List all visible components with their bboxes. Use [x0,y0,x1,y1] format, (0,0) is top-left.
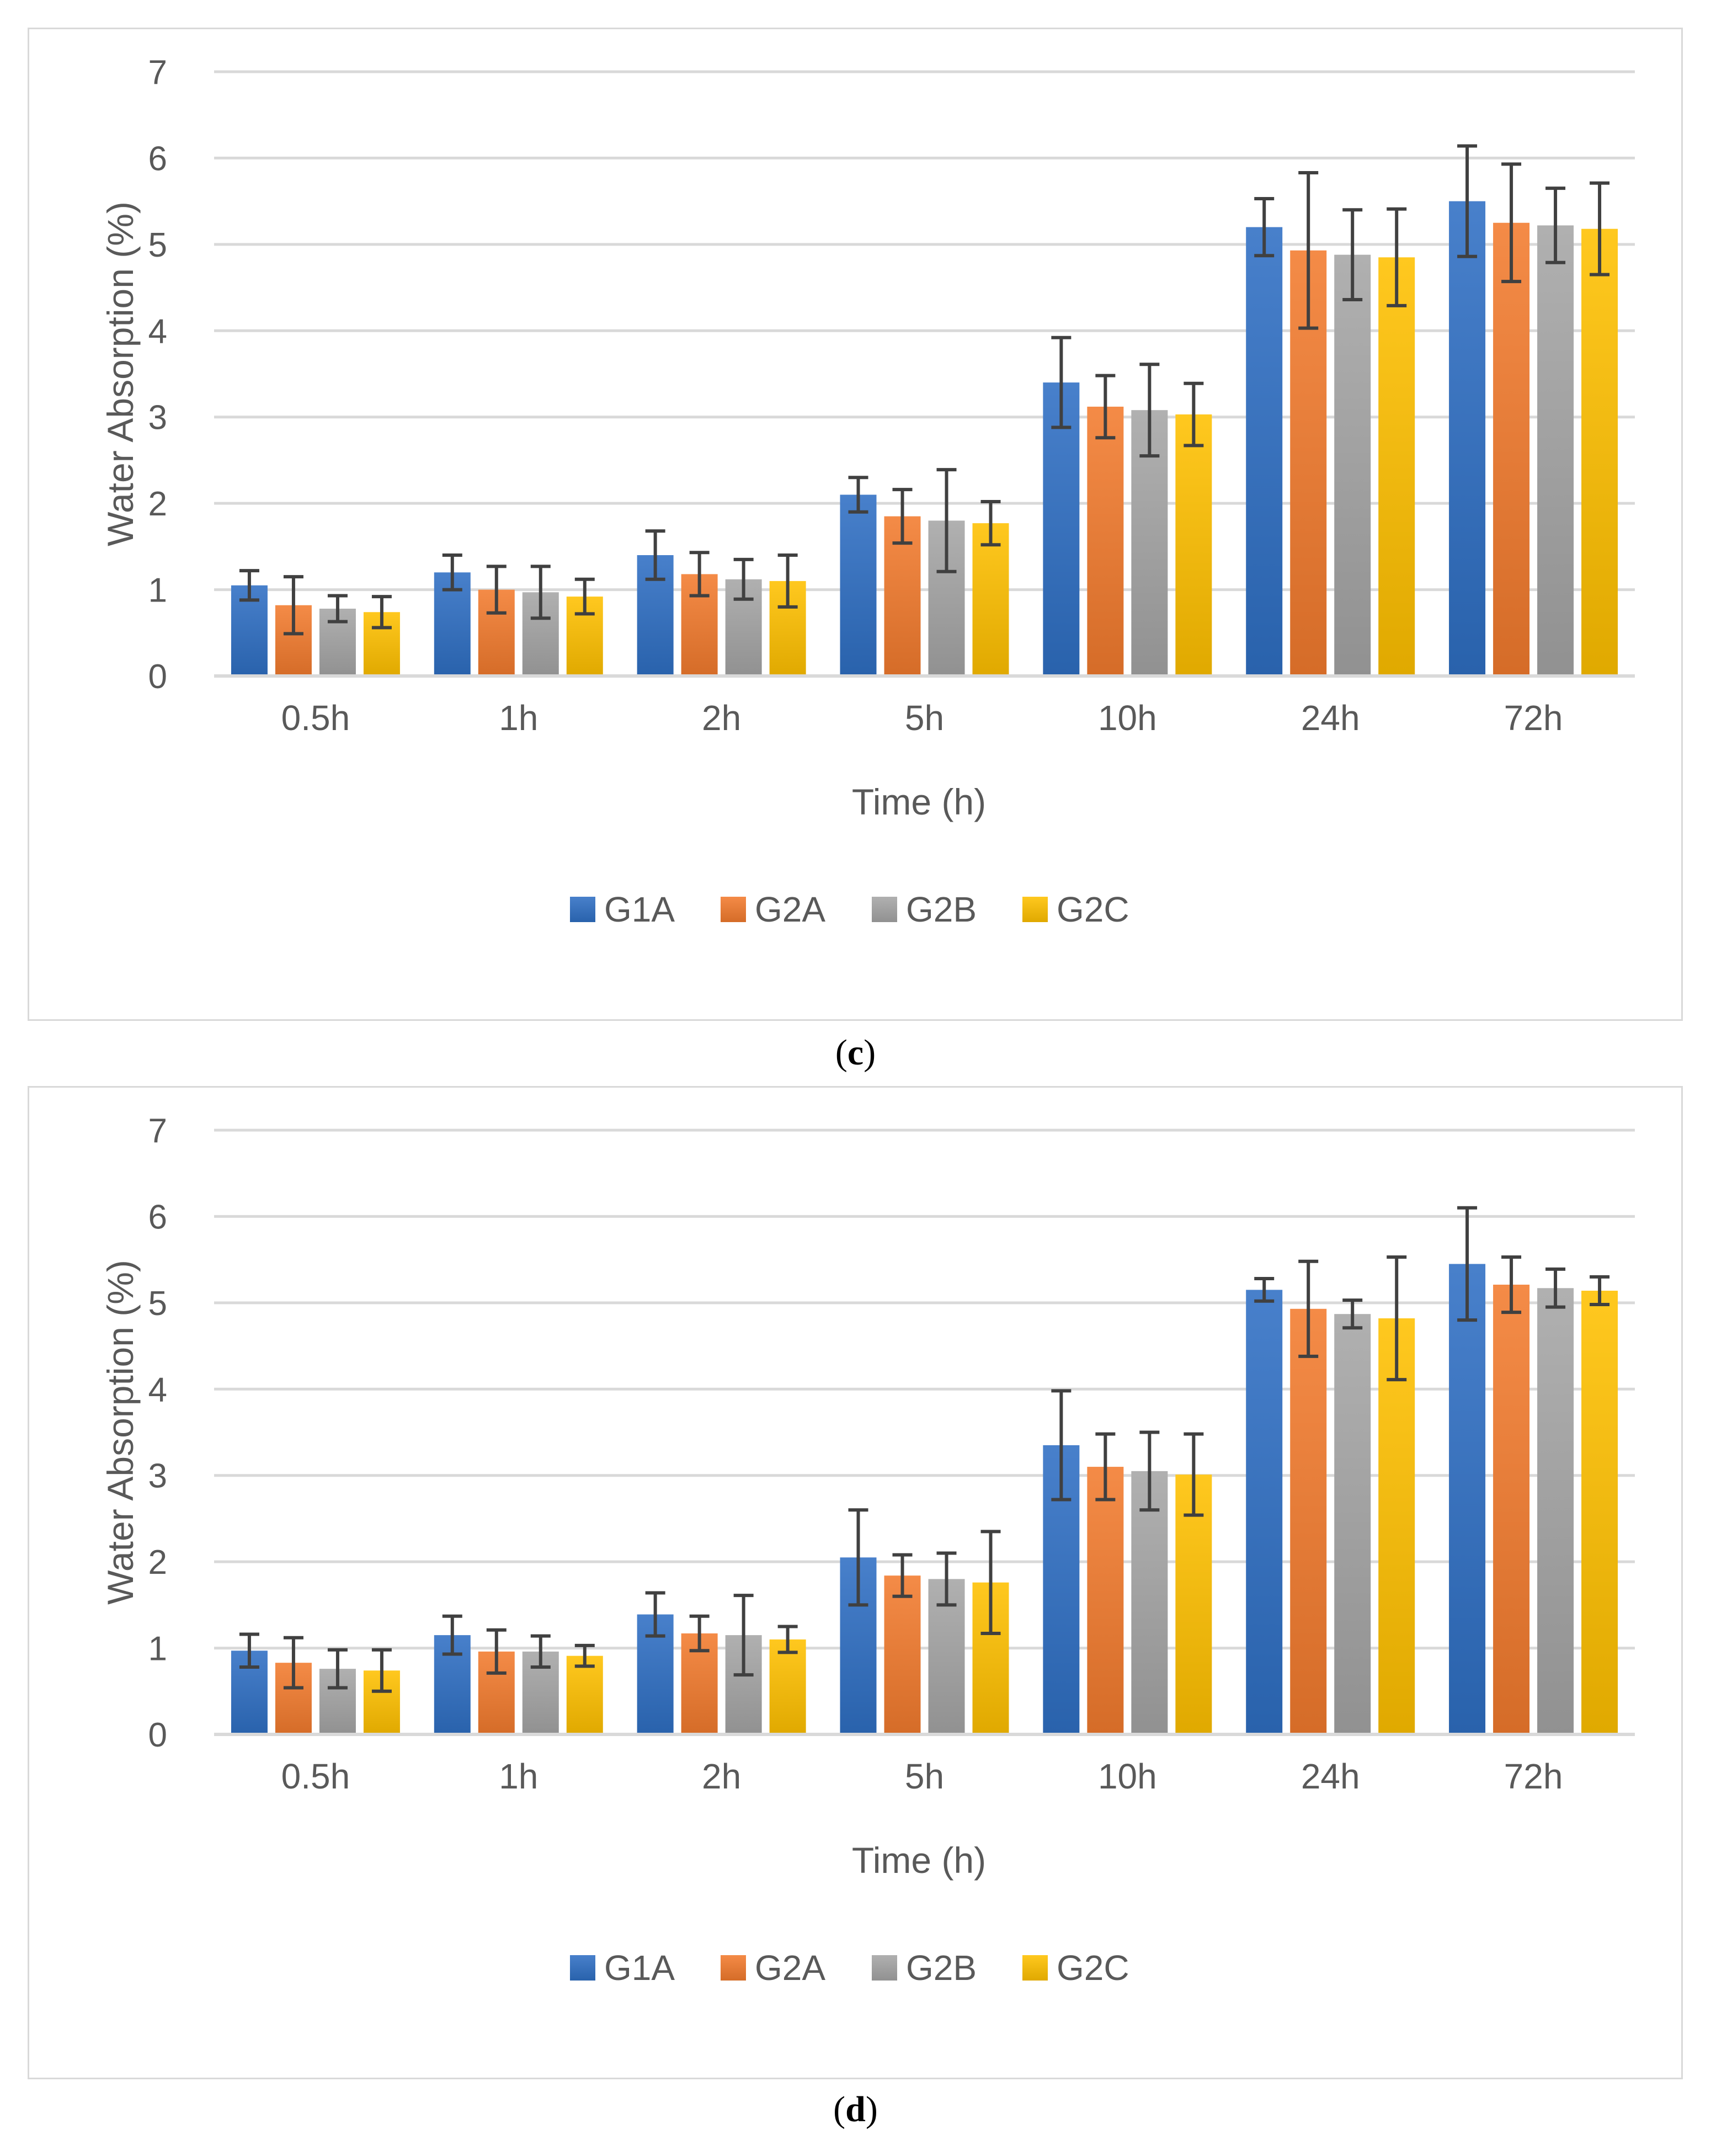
legend-label-g2c: G2C [1057,1948,1129,1988]
y-tick-label: 7 [148,54,167,92]
panel-caption-c: (c) [835,1032,876,1073]
bar-g2b-72h [1537,225,1574,676]
bar-g2c-24h [1378,1318,1415,1734]
x-tick-label: 1h [499,698,538,738]
x-tick-label: 0.5h [281,1756,350,1796]
bar-chart-d: 0 1 2 3 4 5 6 7 0.5h 1h 2h 5h 10h 24h 72h Time (h) Water… [100,1112,1635,1988]
y-tick-label: 0 [148,1716,167,1754]
x-tick-label: 1h [499,1756,538,1796]
bar-chart-c: 0 1 2 3 4 5 6 7 0.5h 1h 2h 5h 10h 24h 72h Time (h) Water… [100,54,1635,929]
bar-g2c-24h [1378,257,1415,677]
bar-g2a-10h [1087,406,1124,676]
bar-g2b-24h [1334,254,1371,677]
bar-g1a-10h [1043,382,1080,676]
legend-label-g2c: G2C [1057,890,1129,929]
bar-g1a-72h [1449,1264,1486,1734]
bar-g2c-72h [1581,1290,1618,1734]
x-tick-label: 72h [1504,698,1563,738]
y-axis-title: Water Absorption (%) [100,201,141,546]
y-tick-label: 0 [148,658,167,696]
y-tick-label: 1 [148,572,167,610]
y-tick-label: 6 [148,140,167,178]
y-axis-title: Water Absorption (%) [100,1260,141,1605]
bar-g2a-24h [1290,1308,1327,1734]
bar-g2a-72h [1493,222,1530,676]
y-tick-label: 5 [148,1285,167,1323]
x-tick-label: 0.5h [281,698,350,738]
bar-g1a-24h [1246,227,1283,677]
bar-g1a-5h [840,494,877,676]
y-tick-label: 4 [148,1371,167,1409]
bar-g2a-72h [1493,1285,1530,1734]
y-tick-label: 3 [148,1457,167,1495]
chart-panel-d: 0 1 2 3 4 5 6 7 0.5h 1h 2h 5h 10h 24h 72h Time (h) Water… [28,1086,1683,2079]
legend-label-g2a: G2A [755,1948,825,1988]
x-tick-label: 5h [905,698,944,738]
x-tick-label: 10h [1098,1756,1157,1796]
y-tick-label: 1 [148,1630,167,1668]
bar-g2c-2h [769,1639,806,1734]
panel-label-c: c [847,1032,864,1073]
y-tick-label: 3 [148,399,167,437]
bar-g2c-10h [1175,414,1212,676]
x-tick-label: 2h [702,1756,741,1796]
x-tick-label: 24h [1301,1756,1360,1796]
legend-label-g2b: G2B [906,1948,977,1988]
legend-label-g2b: G2B [906,890,977,929]
bar-g2b-72h [1537,1288,1574,1734]
legend-swatch-g2a [721,1955,746,1981]
bar-g2c-72h [1581,228,1618,676]
bar-g2c-5h [972,523,1009,676]
bar-g2b-24h [1334,1314,1371,1734]
y-tick-label: 2 [148,485,167,523]
panel-label-d: d [845,2089,866,2130]
bar-g2a-10h [1087,1467,1124,1734]
x-axis-title: Time (h) [852,1840,986,1881]
y-tick-label: 6 [148,1198,167,1236]
legend-swatch-g2c [1022,897,1048,922]
legend-swatch-g1a [570,1955,595,1981]
bar-g2a-5h [884,1575,921,1734]
panel-caption-d: (d) [833,2089,878,2130]
x-tick-label: 72h [1504,1756,1563,1796]
legend-label-g1a: G1A [604,1948,675,1988]
x-tick-label: 5h [905,1756,944,1796]
bar-g2b-10h [1131,1471,1168,1734]
bar-g2c-1h [566,1655,603,1734]
bar-g2c-10h [1175,1474,1212,1734]
x-tick-label: 24h [1301,698,1360,738]
x-axis-title: Time (h) [852,781,986,822]
y-tick-label: 2 [148,1543,167,1582]
y-tick-label: 4 [148,312,167,350]
y-tick-label: 7 [148,1112,167,1150]
legend-swatch-g1a [570,897,595,922]
legend-label-g2a: G2A [755,890,825,929]
legend-label-g1a: G1A [604,890,675,929]
legend-swatch-g2b [872,1955,897,1981]
bar-g1a-24h [1246,1290,1283,1734]
legend-swatch-g2b [872,897,897,922]
legend-swatch-g2c [1022,1955,1048,1981]
y-tick-label: 5 [148,226,167,264]
x-tick-label: 2h [702,698,741,738]
bar-g1a-72h [1449,201,1486,677]
legend-swatch-g2a [721,897,746,922]
x-tick-label: 10h [1098,698,1157,738]
chart-panel-c: 0 1 2 3 4 5 6 7 0.5h 1h 2h 5h 10h 24h 72h Time (h) Water… [28,28,1683,1021]
